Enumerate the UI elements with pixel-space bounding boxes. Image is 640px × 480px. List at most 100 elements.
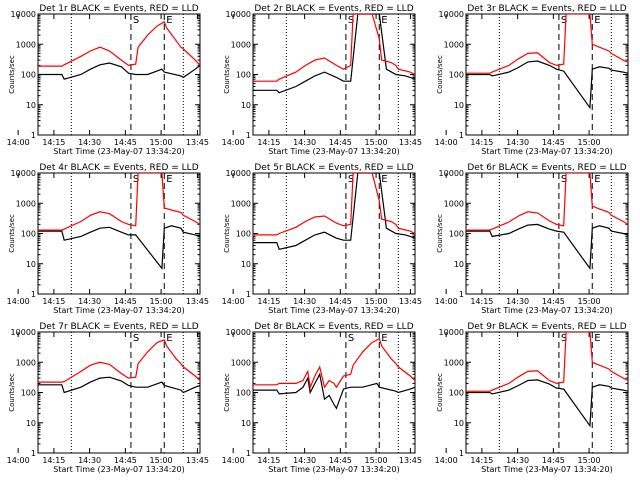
y-tick-label: 10000 [11,10,36,19]
marker-label: S [561,15,567,26]
marker-label: S [348,333,354,344]
x-tick-label: 15:00 [150,456,173,465]
y-axis-label: Counts/sec [8,373,16,412]
y-tick-label: 100 [21,71,36,80]
y-tick-label: 100 [449,230,464,239]
y-tick-label: 1 [246,131,251,140]
chart-panel: Det 3r BLACK = Events, RED = LLD 1 10 100 10… [399,4,629,156]
chart-panel: Det 1r BLACK = Events, RED = LLD 1 10 100 10… [7,4,201,156]
y-tick-label: 10000 [439,10,464,19]
chart-panel: Det 8r BLACK = Events, RED = LLD 1 10 100 10… [186,322,416,474]
y-tick-label: 1 [31,131,36,140]
y-axis-label: Counts/sec [223,55,231,94]
x-tick-label: 13:45 [186,297,209,306]
x-tick-label: 14:30 [506,297,529,306]
x-tick-label: 14:00 [435,456,458,465]
y-tick-label: 1000 [444,40,464,49]
y-tick-label: 1000 [444,199,464,208]
x-tick-label: 14:15 [42,138,65,147]
series-line-events [253,173,415,251]
x-axis-label: Start Time (23-May-07 13:34:20) [481,147,612,156]
y-tick-label: 1 [459,449,464,458]
chart-title: Det 3r BLACK = Events, RED = LLD [467,4,626,14]
x-tick-label: 14:45 [542,456,565,465]
series-line-events [253,14,415,94]
y-tick-label: 10 [241,260,251,269]
marker-label: E [381,333,387,344]
y-axis-label: Counts/sec [223,214,231,253]
y-tick-label: 1000 [16,40,36,49]
series-line-lld [253,337,415,390]
chart-title: Det 4r BLACK = Events, RED = LLD [39,163,198,173]
x-tick-label: 15:00 [150,138,173,147]
x-tick-label: 14:30 [293,297,316,306]
y-tick-label: 10000 [11,328,36,337]
series-line-lld [253,173,415,236]
marker-label: E [594,174,600,185]
series-line-lld [466,14,628,74]
x-tick-label: 15:00 [365,138,388,147]
chart-panel: Det 4r BLACK = Events, RED = LLD 1 10 100 10… [7,163,201,315]
x-tick-label: 14:30 [506,456,529,465]
x-axis-label: Start Time (23-May-07 13:34:20) [53,465,184,474]
y-tick-label: 1 [246,290,251,299]
x-tick-label: 14:00 [435,138,458,147]
series-line-events [466,223,628,271]
y-tick-label: 100 [449,71,464,80]
x-tick-label: 14:30 [293,456,316,465]
marker-label: S [561,333,567,344]
series-line-lld [466,332,628,392]
y-tick-label: 1 [246,449,251,458]
chart-panel: Det 7r BLACK = Events, RED = LLD 1 10 100 10… [7,322,201,474]
series-line-lld [38,21,200,67]
y-tick-label: 100 [236,71,251,80]
x-tick-label: 14:00 [222,138,245,147]
y-tick-label: 100 [236,230,251,239]
x-tick-label: 14:00 [222,456,245,465]
y-tick-label: 10000 [439,328,464,337]
y-axis-label: Counts/sec [8,55,16,94]
x-tick-label: 14:30 [78,138,101,147]
marker-label: E [166,15,172,26]
marker-label: E [381,15,387,26]
y-tick-label: 1000 [231,199,251,208]
x-tick-label: 14:45 [114,138,137,147]
x-tick-label: 14:15 [257,138,280,147]
y-tick-label: 10000 [439,169,464,178]
y-axis-label: Counts/sec [436,55,444,94]
x-tick-label: 15:00 [578,297,601,306]
series-line-lld [466,173,628,231]
plot-frame [252,331,416,454]
plot-frame [252,13,416,136]
x-axis-label: Start Time (23-May-07 13:34:20) [53,147,184,156]
y-tick-label: 10000 [226,328,251,337]
marker-label: E [594,15,600,26]
x-tick-label: 14:45 [542,138,565,147]
x-tick-label: 14:15 [470,138,493,147]
marker-label: S [133,15,139,26]
series-line-lld [38,339,200,383]
y-tick-label: 10000 [226,10,251,19]
y-tick-label: 1000 [16,199,36,208]
x-tick-label: 15:00 [578,138,601,147]
series-line-events [38,225,200,271]
y-tick-label: 10 [454,260,464,269]
y-tick-label: 1000 [231,358,251,367]
x-tick-label: 15:00 [365,297,388,306]
plot-frame [252,172,416,295]
y-tick-label: 10000 [226,169,251,178]
x-tick-label: 14:00 [222,297,245,306]
y-tick-label: 10 [26,419,36,428]
y-tick-label: 1000 [16,358,36,367]
y-axis-label: Counts/sec [436,373,444,412]
y-tick-label: 10 [26,101,36,110]
marker-label: E [166,333,172,344]
y-tick-label: 10000 [11,169,36,178]
y-tick-label: 1 [459,131,464,140]
y-tick-label: 10 [241,419,251,428]
chart-title: Det 7r BLACK = Events, RED = LLD [39,322,198,332]
chart-panel: Det 5r BLACK = Events, RED = LLD 1 10 100 10… [186,163,416,315]
x-tick-label: 13:45 [186,456,209,465]
x-tick-label: 14:15 [470,297,493,306]
series-line-events [466,379,628,428]
